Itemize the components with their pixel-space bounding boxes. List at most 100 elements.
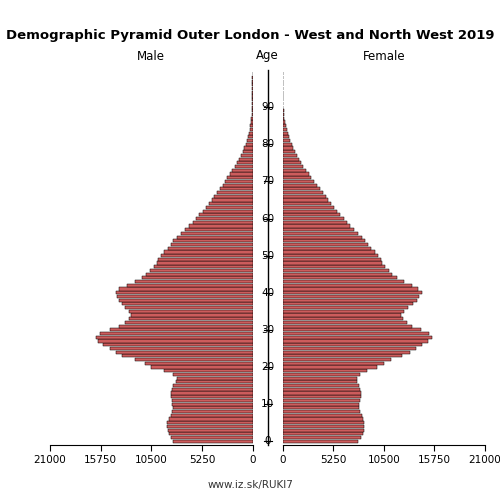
Bar	[282, 120, 285, 124]
Text: 0: 0	[264, 436, 271, 446]
Bar	[209, 202, 252, 205]
Bar	[168, 432, 252, 436]
Bar	[151, 366, 252, 368]
Bar	[282, 172, 308, 176]
Bar	[282, 254, 378, 257]
Bar	[282, 421, 364, 424]
Text: 80: 80	[261, 140, 274, 149]
Bar	[282, 194, 326, 198]
Bar	[282, 110, 284, 112]
Text: 90: 90	[261, 102, 274, 112]
Bar	[157, 262, 252, 264]
Bar	[282, 414, 362, 417]
Bar	[235, 165, 252, 168]
Bar	[282, 366, 377, 368]
Bar	[247, 139, 252, 142]
Bar	[243, 150, 252, 154]
Bar	[222, 184, 252, 186]
Bar	[282, 369, 368, 372]
Bar	[282, 436, 360, 439]
Bar	[154, 265, 252, 268]
Bar	[166, 421, 252, 424]
Bar	[282, 392, 360, 394]
Bar	[282, 425, 364, 428]
Text: Demographic Pyramid Outer London - West and North West 2019: Demographic Pyramid Outer London - West …	[6, 28, 494, 42]
Bar	[172, 410, 252, 413]
Bar	[110, 347, 253, 350]
Bar	[96, 336, 252, 339]
Bar	[282, 310, 404, 313]
Bar	[282, 269, 389, 272]
Bar	[282, 176, 312, 180]
Bar	[189, 224, 252, 228]
Bar	[251, 116, 252, 120]
Bar	[282, 102, 283, 105]
Bar	[282, 158, 299, 160]
Bar	[282, 317, 403, 320]
Text: 70: 70	[261, 176, 274, 186]
Bar	[282, 354, 402, 358]
Bar	[282, 154, 297, 157]
Bar	[174, 384, 252, 387]
Bar	[127, 284, 252, 287]
Text: Age: Age	[256, 50, 279, 62]
Bar	[282, 210, 337, 212]
Bar	[241, 154, 252, 157]
Bar	[282, 302, 412, 306]
Bar	[282, 202, 331, 205]
Bar	[129, 310, 252, 313]
Bar	[135, 280, 252, 283]
Bar	[282, 136, 289, 138]
Text: 50: 50	[261, 250, 274, 260]
Text: Male: Male	[137, 50, 165, 62]
Bar	[146, 272, 252, 276]
Bar	[282, 239, 366, 242]
Bar	[172, 388, 252, 391]
Bar	[282, 291, 422, 294]
Bar	[118, 295, 252, 298]
Bar	[282, 187, 320, 190]
Bar	[251, 120, 252, 124]
Bar	[250, 128, 252, 131]
Bar	[168, 418, 252, 420]
Bar	[220, 187, 252, 190]
Bar	[282, 124, 286, 128]
Bar	[282, 376, 357, 380]
Bar	[100, 332, 252, 335]
Bar	[164, 369, 252, 372]
Bar	[172, 399, 252, 402]
Bar	[103, 343, 253, 346]
Bar	[120, 288, 252, 290]
Bar	[98, 340, 252, 342]
Bar	[282, 362, 384, 365]
Bar	[200, 213, 252, 216]
Bar	[282, 161, 301, 164]
Bar	[125, 306, 252, 309]
Bar	[212, 198, 252, 202]
Bar	[196, 217, 252, 220]
Bar	[282, 440, 358, 443]
Bar	[246, 142, 252, 146]
Bar	[214, 194, 252, 198]
Bar	[181, 232, 252, 235]
Bar	[282, 428, 364, 432]
Bar	[282, 321, 407, 324]
Bar	[282, 395, 360, 398]
Bar	[282, 132, 288, 134]
Bar	[249, 132, 252, 134]
Bar	[230, 172, 252, 176]
Bar	[282, 150, 295, 154]
Bar	[174, 440, 252, 443]
Bar	[282, 250, 375, 254]
Bar	[282, 180, 314, 183]
Bar	[282, 168, 306, 172]
Text: 20: 20	[261, 362, 274, 372]
Bar	[282, 213, 341, 216]
Bar	[282, 406, 358, 410]
Bar	[174, 406, 252, 410]
Bar	[232, 168, 252, 172]
Bar	[120, 298, 252, 302]
Bar	[282, 288, 418, 290]
Bar	[282, 324, 412, 328]
Bar	[282, 380, 357, 384]
